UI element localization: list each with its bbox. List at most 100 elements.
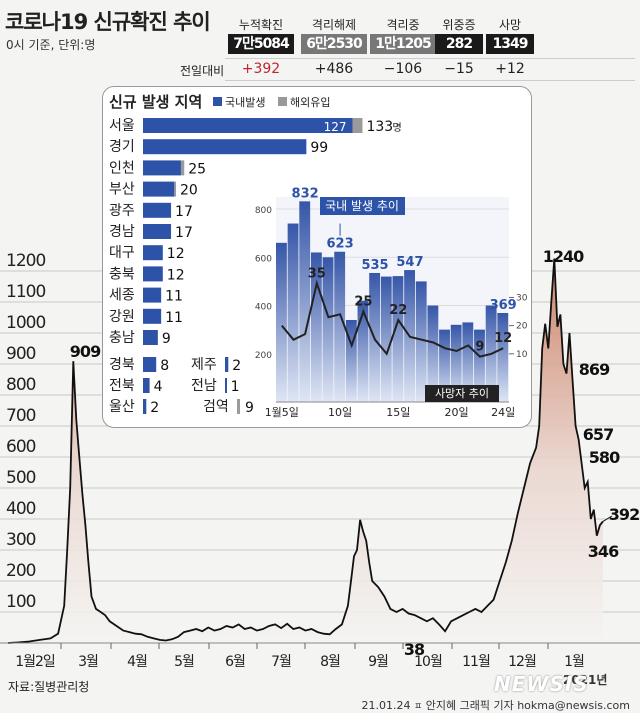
bar-domestic	[143, 160, 181, 176]
y-tick-label: 1000	[6, 313, 45, 333]
trend-bar	[415, 281, 427, 402]
trend-bar	[439, 329, 450, 402]
trend-bar	[276, 242, 287, 402]
trend-x-tick: 1월5일	[265, 405, 299, 419]
page-title: 코로나19 신규확진 추이	[5, 10, 211, 34]
bar-total-label: 17	[175, 204, 193, 220]
bar-domestic	[143, 245, 163, 261]
trend-value-label: 535	[361, 258, 388, 273]
death-value-label: 9	[475, 340, 484, 355]
trend-y-tick: 600	[255, 254, 272, 264]
bar-domestic	[143, 202, 172, 218]
y-tick-label: 400	[6, 499, 36, 519]
trend-x-tick: 10일	[328, 405, 352, 419]
stat-label: 사망	[498, 18, 522, 32]
annotation-label: 1240	[543, 247, 584, 266]
y-tick-label: 1200	[6, 251, 45, 271]
unit-label: 명	[392, 122, 401, 134]
bar-domestic	[143, 118, 353, 133]
bar-total-label: 99	[310, 140, 328, 156]
stat-value: 7만5084	[228, 34, 294, 54]
region-label: 충북	[109, 266, 135, 282]
source-note: 자료:질병관리청	[8, 680, 90, 694]
stat-label: 위중증	[442, 18, 476, 32]
x-tick-label: 1월2일	[15, 654, 55, 670]
stat-value: 1349	[486, 34, 534, 54]
stat-delta: −15	[444, 61, 474, 77]
year-label: 2021년	[563, 673, 607, 687]
trend-bar	[380, 276, 392, 402]
delta-label: 전일대비	[180, 64, 225, 78]
stat-2: 격리중 1만1205 −106	[370, 16, 436, 78]
trend-x-tick: 20일	[445, 405, 469, 419]
region-label: 부산	[109, 182, 135, 198]
bar-total-label: 17	[175, 225, 193, 241]
trend-bar	[322, 257, 334, 402]
bar-total-label: 1	[231, 379, 240, 395]
x-tick-label: 12월	[508, 654, 536, 670]
death-value-label: 12	[494, 331, 512, 346]
death-value-label: 25	[354, 295, 372, 310]
annotation-label: 346	[588, 542, 619, 561]
bar-domestic	[143, 399, 147, 414]
annotation-label: 38	[404, 640, 425, 659]
trend-bar	[450, 324, 462, 402]
bar-domestic	[143, 357, 157, 372]
region-label: 검역	[203, 399, 229, 415]
trend-y-tick: 200	[255, 351, 272, 361]
bar-domestic	[143, 181, 175, 197]
death-value-label: 22	[389, 303, 407, 318]
region-label: 대구	[109, 245, 135, 261]
region-inset: 신규 발생 지역 국내발생 해외유입 서울 127 133 명 경기 99 인천 25 부산 20 광주 1…	[102, 86, 532, 428]
trend-bar	[299, 201, 311, 402]
region-label: 전북	[109, 378, 135, 394]
stat-4: 사망 1349 +12	[486, 16, 534, 78]
trademark-icon: ㅍ	[413, 702, 423, 712]
bar-domestic	[143, 308, 162, 324]
death-y-tick-label: 30	[516, 293, 528, 303]
region-label: 경북	[109, 357, 135, 373]
area-fill	[8, 258, 603, 643]
bar-domestic	[143, 330, 158, 345]
bar-total-label: 11	[165, 289, 183, 305]
trend-bar	[462, 322, 474, 402]
region-label: 경남	[109, 224, 135, 240]
x-tick-label: 8월	[320, 654, 340, 670]
death-y-tick-label: 10	[516, 350, 528, 360]
trend-bar	[310, 252, 322, 402]
y-tick-label: 300	[6, 530, 36, 550]
region-label: 전남	[191, 378, 217, 394]
annotation-label: 580	[589, 448, 620, 467]
bar-domestic	[225, 357, 229, 372]
bar-domestic	[143, 287, 162, 303]
region-label: 세종	[109, 288, 135, 304]
stat-label: 누적확진	[238, 18, 284, 32]
divider	[225, 58, 635, 59]
trend-value-label: 832	[292, 186, 319, 201]
bar-total-label: 12	[167, 246, 185, 262]
footer-date: 21.01.24	[361, 699, 411, 712]
bar-overseas	[352, 118, 363, 133]
region-label: 광주	[109, 203, 135, 219]
x-tick-label: 5월	[174, 654, 194, 670]
stat-value: 6만2530	[301, 34, 367, 54]
y-tick-label: 900	[6, 344, 36, 364]
y-tick-label: 800	[6, 375, 36, 395]
x-tick-label: 1월	[564, 654, 584, 670]
stat-value: 282	[435, 34, 483, 54]
bar-domestic	[225, 378, 227, 393]
bar-inner-label: 127	[324, 120, 347, 134]
x-tick-label: 3월	[78, 654, 98, 670]
bar-overseas	[180, 160, 185, 176]
y-tick-label: 1100	[6, 282, 45, 302]
trend-bar	[357, 300, 369, 402]
trend-bar	[392, 276, 404, 402]
bar-overseas	[174, 181, 176, 197]
x-tick-label: 7월	[271, 654, 291, 670]
bar-total-label: 133	[366, 119, 393, 135]
legend-swatch-overseas	[278, 97, 287, 106]
bar-domestic	[143, 378, 150, 393]
trend-x-tick: 24일	[491, 405, 515, 419]
trend-bar	[287, 223, 299, 402]
